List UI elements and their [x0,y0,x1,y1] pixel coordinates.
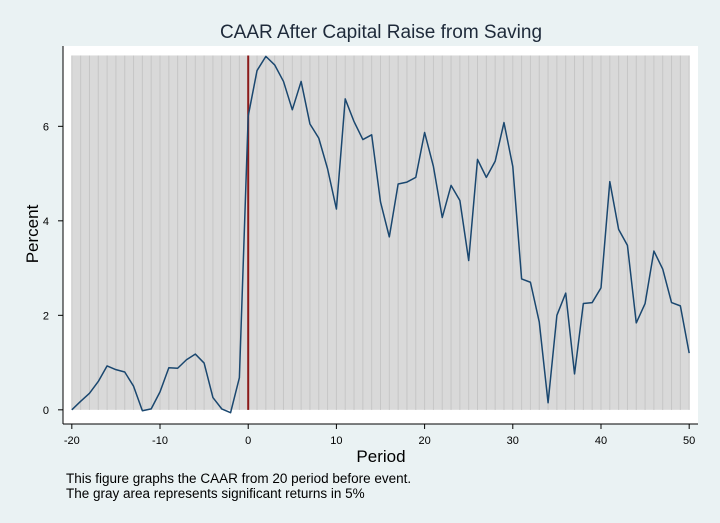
y-tick-label: 6 [43,121,49,133]
x-tick-label: 20 [418,435,430,447]
x-tick-label: 0 [245,435,251,447]
significance-band [71,55,690,410]
y-tick-label: 0 [43,405,49,417]
x-tick-label: 40 [595,435,607,447]
x-tick-label: 10 [330,435,342,447]
y-axis-label: Percent [23,204,42,263]
x-tick-label: 30 [507,435,519,447]
series-line [71,55,690,414]
footnote-line-1: This figure graphs the CAAR from 20 peri… [66,471,412,486]
footnote-line-2: The gray area represents significant ret… [66,486,365,501]
axes: -20 -10 0 10 20 30 40 50 0 2 4 6 [43,46,698,447]
y-tick-label: 4 [43,216,49,228]
x-tick-label: -10 [152,435,168,447]
x-axis-label: Period [356,447,405,466]
x-tick-label: 50 [683,435,695,447]
chart-title: CAAR After Capital Raise from Saving [220,22,542,43]
x-tick-label: -20 [64,435,80,447]
y-tick-label: 2 [43,310,49,322]
